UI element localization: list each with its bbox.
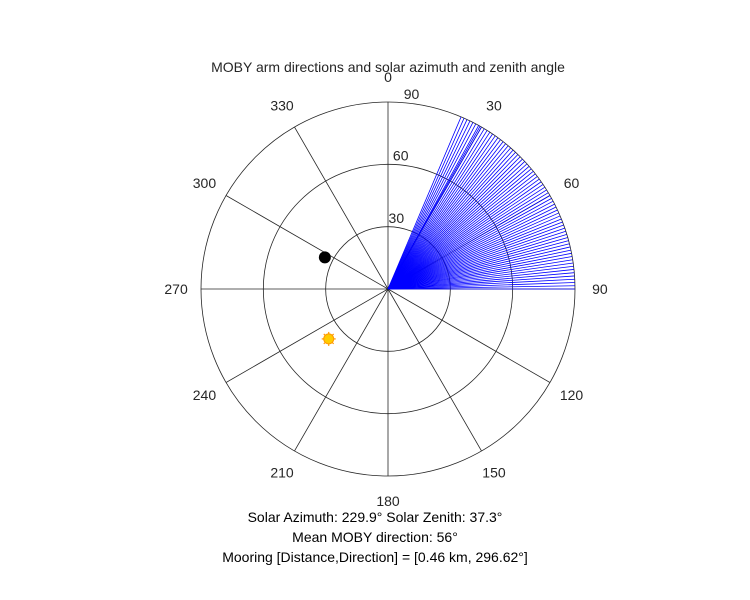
arm-line-58 [387,256,573,290]
tick-labels: 0 30 60 90 120 150 180 210 240 270 300 330 30 60 90 [164,69,608,509]
theta-tick-label-330: 330 [270,97,294,113]
arm-line-53 [387,240,569,290]
theta-tick-label-0: 0 [384,69,392,85]
grid-spoke-330 [294,126,389,290]
solar-caption: Solar Azimuth: 229.9° Solar Zenith: 37.3… [247,509,503,525]
chart-title: MOBY arm directions and solar azimuth an… [211,59,565,75]
arm-directions [387,116,575,290]
arm-line-23 [387,156,521,290]
arm-line-46 [387,218,562,290]
theta-tick-label-30: 30 [486,97,502,113]
arm-line-20 [387,149,514,290]
arm-line-32 [387,178,540,290]
grid-spoke-300 [225,195,389,290]
arm-line-42 [387,206,557,290]
arm-line-61 [387,265,574,290]
arm-line-25 [387,161,526,290]
arm-line-19 [387,147,511,290]
markers [318,251,336,346]
arm-line-8 [387,126,482,290]
arm-line-27 [387,166,530,290]
arm-line-45 [387,215,561,290]
arm-line-62 [387,269,575,290]
arm-line-26 [387,163,528,290]
grid-spoke-120 [387,288,551,383]
arm-line-57 [387,252,572,290]
arm-line-35 [387,186,546,290]
theta-tick-label-300: 300 [193,175,217,191]
arm-line-1 [387,118,465,290]
arm-line-37 [387,192,549,290]
arm-line-48 [387,224,564,290]
arm-line-38 [387,195,551,290]
mean-direction-caption: Mean MOBY direction: 56° [292,529,458,545]
arm-line-21 [387,151,516,290]
arm-line-30 [387,173,536,290]
arm-line-5 [387,123,477,290]
arm-line-49 [387,227,565,290]
polar-grid [200,101,576,477]
arm-line-67 [387,285,575,290]
arm-line-4 [387,122,474,290]
arm-line-65 [387,278,575,290]
arm-line-59 [387,259,573,290]
arm-line-50 [387,230,566,290]
arm-line-12 [387,133,493,290]
arm-line-13 [387,135,496,290]
r-tick-label-60: 60 [393,148,409,164]
arm-line-29 [387,171,534,290]
arm-line-0 [387,116,462,290]
theta-tick-label-210: 210 [270,465,294,481]
sun-marker [321,331,336,346]
arm-line-41 [387,203,555,290]
arm-line-22 [387,154,519,290]
mooring-marker [318,251,331,264]
theta-tick-label-120: 120 [560,387,584,403]
arm-line-39 [387,197,552,290]
arm-line-18 [387,145,509,290]
arm-line-47 [387,221,563,290]
arm-line-24 [387,158,523,290]
arm-line-17 [387,143,506,290]
arm-line-11 [387,131,491,290]
arm-line-36 [387,189,547,290]
arm-line-14 [387,137,499,290]
theta-tick-label-150: 150 [482,465,506,481]
arm-line-63 [387,272,575,290]
arm-line-2 [387,119,468,290]
arm-line-28 [387,168,532,290]
arm-line-51 [387,233,567,290]
arm-line-40 [387,200,554,290]
arm-line-52 [387,237,568,290]
arm-line-56 [387,249,571,290]
arm-line-33 [387,181,542,290]
arm-line-44 [387,212,559,290]
arm-line-9 [387,128,485,290]
arm-line-60 [387,262,574,290]
grid-spoke-150 [387,288,482,452]
grid-spoke-240 [225,288,389,383]
arm-line-31 [387,176,538,290]
r-tick-label-30: 30 [389,210,405,226]
arm-line-3 [387,120,471,290]
theta-tick-label-270: 270 [164,281,188,297]
theta-tick-label-180: 180 [376,493,400,509]
arm-line-66 [387,282,575,290]
arm-line-16 [387,141,504,290]
theta-tick-label-240: 240 [193,387,217,403]
arm-line-10 [387,130,488,290]
mooring-caption: Mooring [Distance,Direction] = [0.46 km,… [222,549,528,565]
arm-line-64 [387,275,575,290]
theta-tick-label-90: 90 [592,281,608,297]
arm-line-54 [387,243,570,290]
arm-line-55 [387,246,571,290]
arm-line-43 [387,209,558,290]
arm-line-34 [387,184,544,290]
arm-line-15 [387,139,501,290]
theta-tick-label-60: 60 [564,175,580,191]
r-tick-label-90: 90 [404,86,420,102]
grid-spoke-210 [294,288,389,452]
